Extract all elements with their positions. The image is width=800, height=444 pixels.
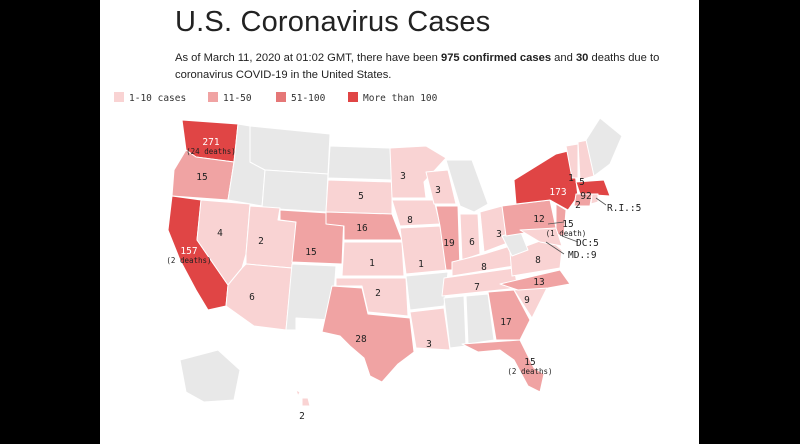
- label-wa-deaths: (24 deaths): [186, 147, 236, 156]
- legend-swatch: [114, 92, 124, 102]
- us-map: 271 (24 deaths) 15 157 (2 deaths) 4 2 6 …: [166, 117, 641, 422]
- state-ks: [341, 241, 405, 277]
- state-ar: [405, 271, 449, 311]
- label-nj: 15: [562, 219, 573, 230]
- label-tn: 7: [474, 282, 480, 293]
- state-ak: [179, 349, 241, 403]
- state-wy: [261, 169, 329, 213]
- legend-swatch: [348, 92, 358, 102]
- confirmed-cases: 975 confirmed cases: [440, 52, 552, 64]
- label-ri: R.I.:5: [607, 203, 641, 214]
- label-wa: 271: [202, 137, 219, 148]
- label-ny: 173: [549, 187, 566, 198]
- label-tx: 28: [355, 334, 367, 345]
- label-md: MD.:9: [568, 250, 597, 261]
- label-co: 15: [305, 247, 316, 258]
- state-labels: 271 (24 deaths) 15 157 (2 deaths) 4 2 6 …: [166, 137, 641, 422]
- legend-item-over-100: More than 100: [348, 92, 437, 104]
- state-nc: [499, 269, 571, 291]
- state-mi: [445, 159, 489, 213]
- state-mn: [389, 145, 447, 199]
- state-ma: [575, 179, 611, 197]
- label-ky: 8: [481, 262, 487, 273]
- label-va: 8: [535, 255, 541, 266]
- state-tx: [321, 285, 415, 383]
- state-ne: [325, 211, 403, 241]
- state-ga: [487, 289, 531, 341]
- label-vt: 1: [568, 173, 574, 184]
- label-nh: 5: [579, 177, 585, 188]
- state-md: [519, 227, 563, 247]
- state-me: [585, 117, 623, 177]
- label-pa: 12: [533, 214, 544, 225]
- label-az: 6: [249, 292, 255, 303]
- state-al: [465, 293, 495, 345]
- label-dc: DC:5: [576, 238, 599, 249]
- article-panel: U.S. Coronavirus Cases As of March 11, 2…: [100, 0, 699, 444]
- label-nc: 13: [533, 277, 544, 288]
- state-ri: [590, 193, 599, 205]
- deaths-count: 30: [575, 52, 589, 64]
- state-wi: [425, 169, 457, 205]
- state-nj: [555, 203, 567, 237]
- state-nm: [285, 263, 337, 331]
- label-ga: 17: [500, 317, 511, 328]
- state-mt: [249, 125, 331, 175]
- state-fl: [461, 339, 545, 393]
- state-hi: [295, 389, 311, 407]
- label-or: 15: [196, 172, 207, 183]
- label-in: 6: [469, 237, 475, 248]
- state-in: [459, 213, 481, 261]
- label-ne: 16: [356, 223, 368, 234]
- label-ia: 8: [407, 215, 413, 226]
- legend-item-11-50: 11-50: [208, 92, 252, 104]
- state-nd: [327, 145, 393, 181]
- summary-text: As of March 11, 2020 at 01:02 GMT, there…: [175, 52, 660, 81]
- label-ks: 1: [369, 258, 375, 269]
- label-ca-deaths: (2 deaths): [166, 256, 211, 265]
- label-ca: 157: [180, 246, 197, 257]
- label-il: 19: [443, 238, 455, 249]
- page-title: U.S. Coronavirus Cases: [175, 6, 491, 38]
- label-sd: 5: [358, 191, 364, 202]
- label-mo: 1: [418, 259, 424, 270]
- state-ct: [573, 193, 593, 207]
- label-nj-deaths: (1 death): [546, 229, 587, 238]
- label-ut: 2: [258, 236, 264, 247]
- legend-swatch: [276, 92, 286, 102]
- label-la: 3: [426, 339, 432, 350]
- label-nv: 4: [217, 228, 223, 239]
- state-ny: [513, 149, 579, 211]
- state-ia: [391, 199, 441, 227]
- label-ma: 92: [580, 191, 591, 202]
- state-la: [409, 307, 451, 351]
- label-fl-deaths: (2 deaths): [507, 367, 552, 376]
- label-fl: 15: [524, 357, 535, 368]
- legend-item-1-10: 1-10 cases: [114, 92, 186, 104]
- legend-swatch: [208, 92, 218, 102]
- leader-lines: [545, 197, 607, 255]
- label-oh: 3: [496, 229, 502, 240]
- label-ok: 2: [375, 288, 381, 299]
- state-vt: [565, 143, 579, 179]
- label-ct: 2: [575, 200, 581, 211]
- legend-item-51-100: 51-100: [276, 92, 325, 104]
- label-hi: 2: [299, 411, 305, 422]
- label-mn: 3: [400, 171, 406, 182]
- label-sc: 9: [524, 295, 530, 306]
- label-wi: 3: [435, 185, 441, 196]
